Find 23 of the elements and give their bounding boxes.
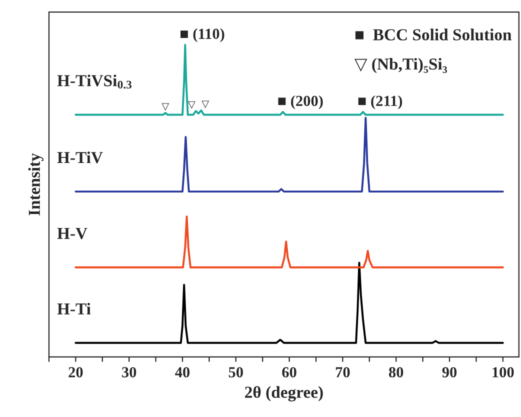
x-tick-label: 20: [68, 367, 83, 378]
x-axis-title: 2θ (degree): [245, 386, 323, 402]
series-label: H-Ti: [57, 302, 91, 314]
x-tick-label: 60: [282, 367, 296, 378]
annotation: ▽ (Nb,Ti)₅Si₃: [354, 58, 447, 74]
x-tick-label: 40: [175, 367, 190, 378]
y-axis-title: Intensity: [28, 153, 44, 216]
text: ■ BCC Solid Solution: [355, 28, 512, 40]
annotation: ▽: [188, 101, 196, 109]
x-tick-label: 30: [122, 367, 136, 378]
annotation: ▽: [162, 103, 170, 111]
annotation: ■ (211): [358, 95, 402, 110]
x-tick-label: 70: [336, 367, 350, 378]
x-tick-label: 50: [228, 367, 243, 378]
annotation: ■ (110): [180, 28, 224, 42]
annotation: ■ (200): [278, 95, 323, 110]
x-tick-label: 80: [388, 367, 404, 378]
series-label: H-V: [57, 228, 88, 240]
x-tick-label: 90: [442, 367, 457, 378]
x-tick-label: 100: [492, 367, 514, 378]
annotation: ▽: [202, 100, 210, 108]
series-label: H-TiVSi$_{0.3}$: [57, 74, 132, 89]
series-label: H-TiV: [57, 151, 103, 164]
